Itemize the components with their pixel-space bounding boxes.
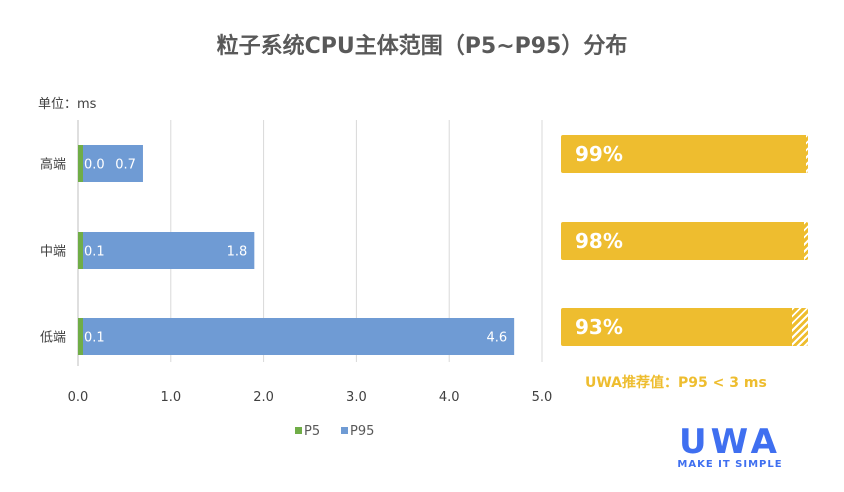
category-label: 中端 xyxy=(40,245,66,260)
chart-title: 粒子系统CPU主体范围（P5~P95）分布 xyxy=(216,34,628,59)
remaining-fill xyxy=(803,222,808,260)
x-tick-label: 3.0 xyxy=(346,390,367,405)
category-label: 低端 xyxy=(40,331,66,346)
unit-label: 单位：ms xyxy=(38,97,97,112)
bar-p95 xyxy=(83,232,255,269)
bar-p5 xyxy=(78,145,83,182)
bar-p95 xyxy=(83,318,515,355)
compliance-bar: 93% xyxy=(561,308,808,346)
bar-p95 xyxy=(83,145,143,182)
compliance-percent: 99% xyxy=(575,142,623,166)
logo-word: UWA xyxy=(679,422,781,462)
p95-data-label: 0.7 xyxy=(115,158,136,173)
bar-p5 xyxy=(78,232,88,269)
category-label: 高端 xyxy=(40,157,66,173)
x-tick-label: 4.0 xyxy=(439,390,460,405)
x-tick-label: 2.0 xyxy=(253,390,274,405)
recommendation-text: UWA推荐值：P95 < 3 ms xyxy=(585,375,767,391)
x-tick-label: 1.0 xyxy=(160,390,181,405)
uwa-logo: UWA MAKE IT SIMPLE xyxy=(655,425,805,470)
remaining-fill xyxy=(792,308,808,346)
p95-data-label: 4.6 xyxy=(486,331,507,346)
p95-data-label: 1.8 xyxy=(227,245,248,260)
compliance-bar: 99% xyxy=(561,135,808,173)
compliance-percent: 93% xyxy=(575,315,623,339)
p5-data-label: 0.1 xyxy=(84,331,105,346)
legend-label: P5 xyxy=(304,424,320,439)
remaining-fill xyxy=(805,135,808,173)
legend-label: P95 xyxy=(350,424,374,439)
legend-swatch-p5 xyxy=(295,427,302,434)
p5-data-label: 0.0 xyxy=(84,158,105,173)
legend-swatch-p95 xyxy=(341,427,348,434)
p5-data-label: 0.1 xyxy=(84,245,105,260)
bar-p5 xyxy=(78,318,88,355)
compliance-percent: 98% xyxy=(575,229,623,253)
compliance-bar: 98% xyxy=(561,222,808,260)
x-tick-label: 0.0 xyxy=(68,390,89,405)
logo-tagline: MAKE IT SIMPLE xyxy=(677,459,783,470)
x-tick-label: 5.0 xyxy=(532,390,553,405)
